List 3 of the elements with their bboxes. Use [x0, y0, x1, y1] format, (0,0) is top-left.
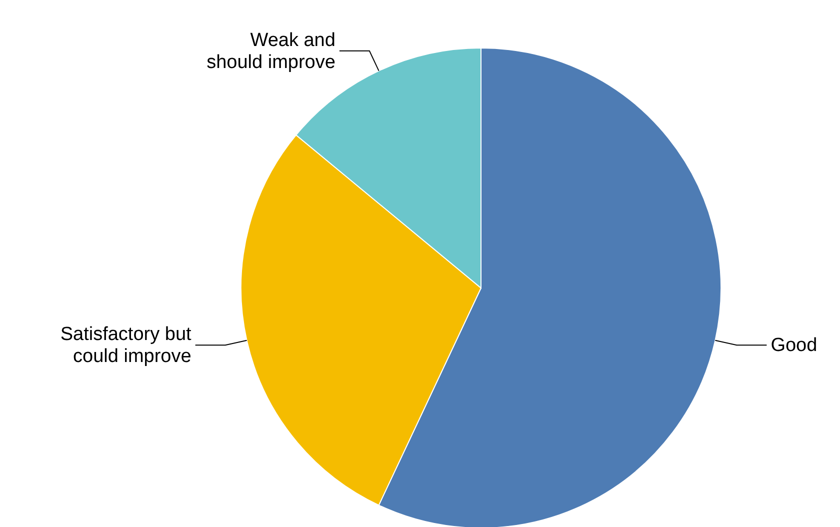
slice-label: Weak and should improve — [206, 30, 336, 73]
slice-label: Satisfactory but could improve — [60, 324, 192, 368]
slice-label: Good — [770, 335, 818, 356]
